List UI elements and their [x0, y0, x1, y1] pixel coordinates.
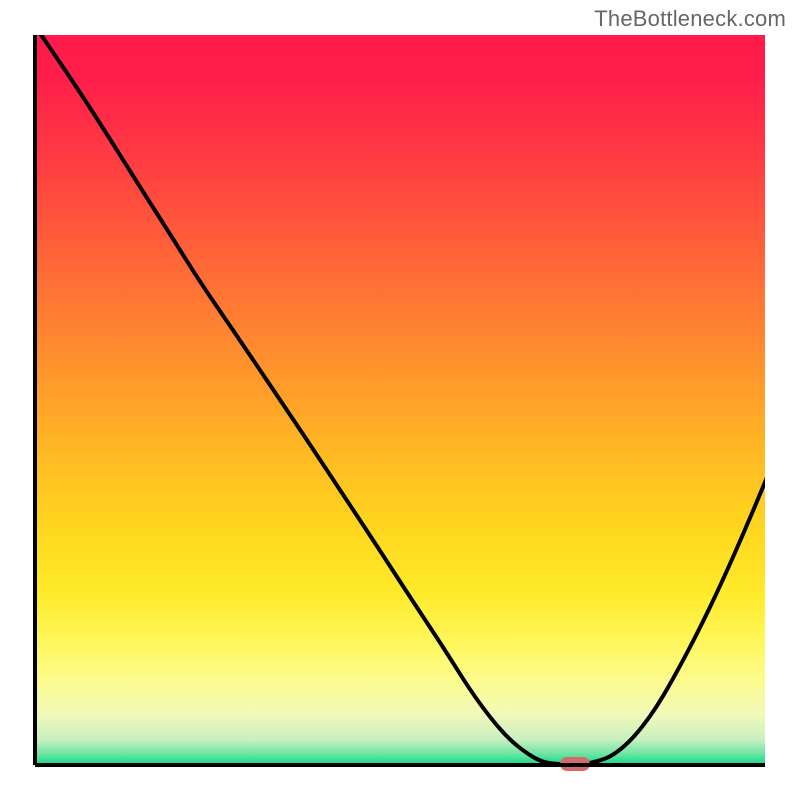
watermark-text: TheBottleneck.com — [594, 6, 786, 32]
chart-container: TheBottleneck.com — [0, 0, 800, 800]
bottleneck-chart — [0, 0, 800, 800]
plot-background — [35, 35, 765, 765]
